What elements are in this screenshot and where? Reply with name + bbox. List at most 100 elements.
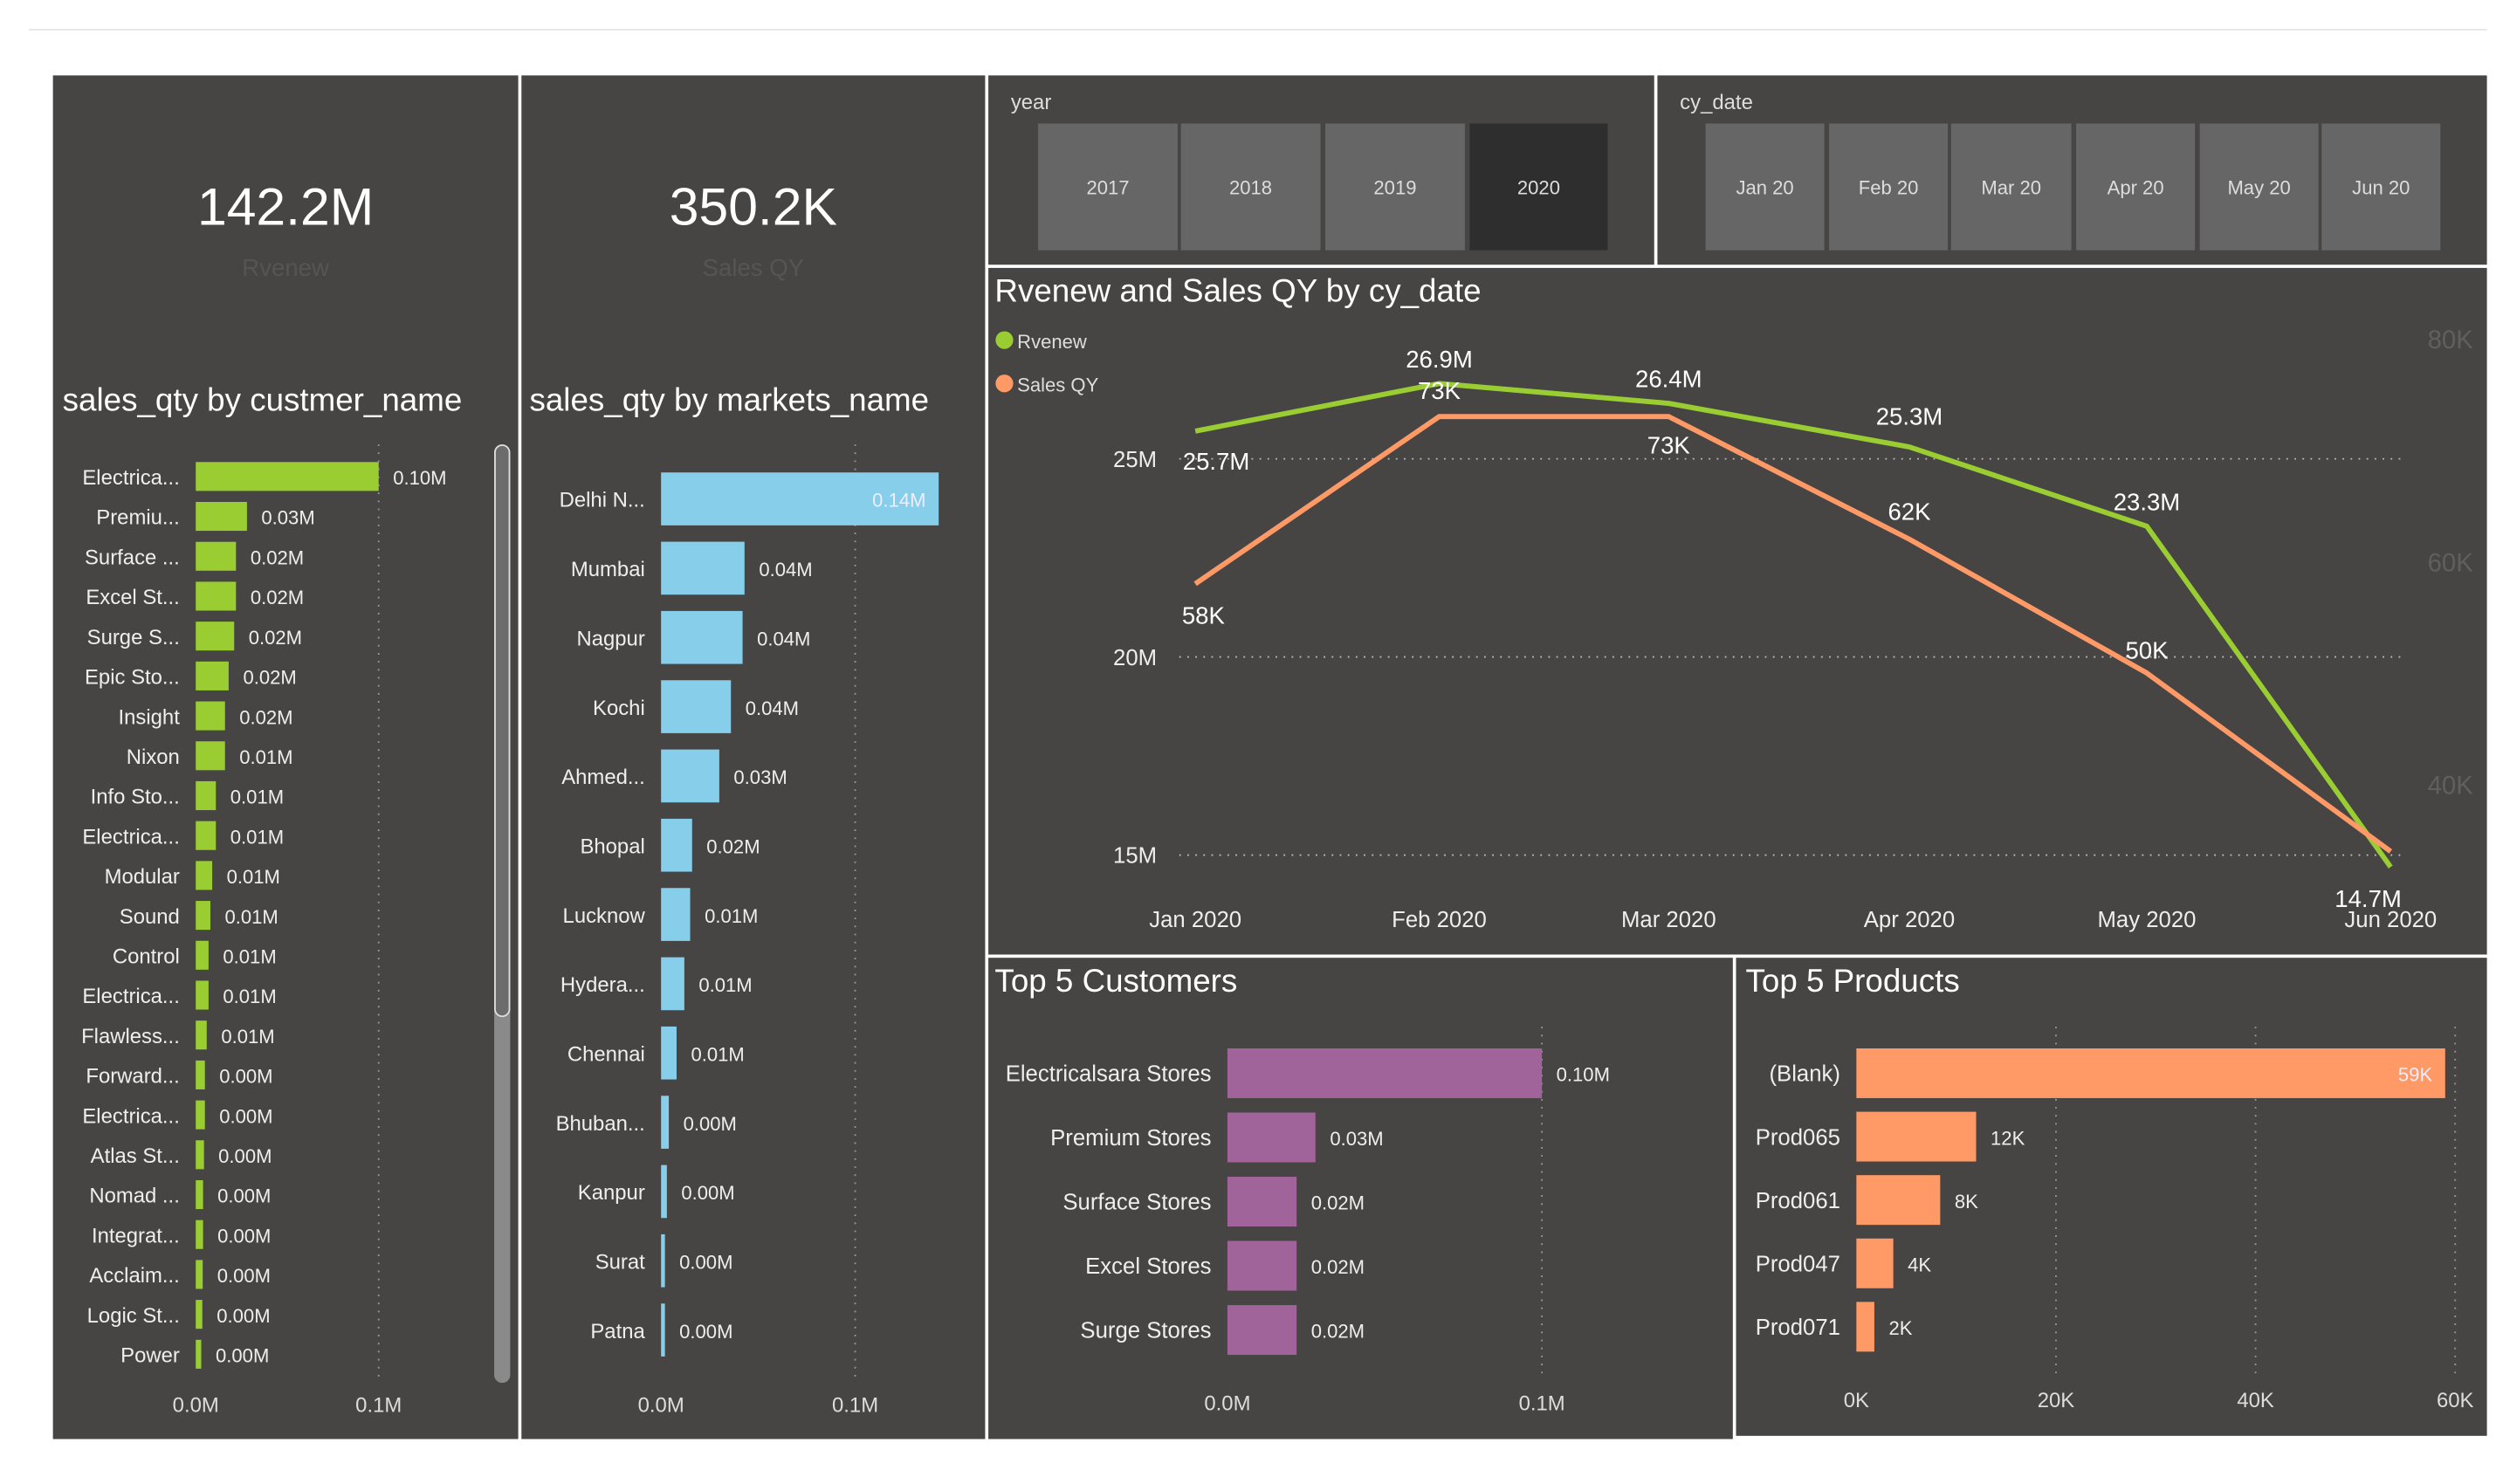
category-label: Electrica... — [82, 466, 179, 490]
category-label: Info Sto... — [91, 786, 180, 809]
bar — [661, 888, 691, 941]
category-label: Surface ... — [85, 546, 180, 569]
data-label: 2K — [1888, 1317, 1912, 1339]
bar — [1227, 1112, 1316, 1163]
x-axis-label: May 2020 — [2097, 908, 2196, 932]
bar — [196, 701, 225, 731]
x-axis-label: Jun 2020 — [2344, 908, 2437, 932]
bar — [1227, 1177, 1297, 1226]
category-label: Lucknow — [563, 904, 646, 928]
data-label: 0.10M — [1557, 1064, 1610, 1086]
data-label: 0.04M — [759, 559, 812, 581]
data-label: 12K — [1991, 1127, 2025, 1149]
bar — [196, 1219, 203, 1249]
data-label: 73K — [1647, 431, 1691, 458]
category-label: Chennai — [567, 1042, 645, 1066]
market-panel: 350.2K Sales QY sales_qty by markets_nam… — [521, 75, 986, 1439]
data-label: 0.02M — [251, 587, 304, 608]
bar — [661, 818, 692, 872]
bar — [661, 749, 719, 803]
bar — [196, 1100, 205, 1130]
category-label: Electrica... — [82, 985, 179, 1008]
category-label: Patna — [590, 1320, 645, 1343]
year-option-2017[interactable]: 2017 — [1038, 123, 1178, 251]
bar — [1856, 1175, 1941, 1226]
scrollbar-thumb[interactable] — [494, 444, 511, 1018]
category-label: Epic Sto... — [85, 666, 180, 690]
category-label: Kanpur — [578, 1181, 645, 1205]
data-label: 26.4M — [1635, 366, 1702, 393]
right-axis-tick: 40K — [2428, 772, 2474, 800]
left-axis-tick: 20M — [1113, 646, 1157, 670]
bar — [196, 1339, 202, 1369]
bar — [196, 501, 247, 532]
bar — [661, 957, 684, 1011]
year-option-2020[interactable]: 2020 — [1469, 123, 1608, 251]
data-label: 4K — [1908, 1254, 1931, 1275]
x-tick-label: 0.1M — [1519, 1391, 1565, 1415]
x-tick-label: 0.1M — [355, 1393, 402, 1417]
bar — [196, 1140, 204, 1170]
category-label: Prod061 — [1756, 1189, 1840, 1213]
date-option-mar[interactable]: Mar 20 — [1950, 123, 2072, 251]
category-label: Electrica... — [82, 1104, 179, 1128]
legend-label: Rvenew — [1017, 331, 1087, 353]
bar — [196, 581, 237, 611]
bar — [1856, 1302, 1874, 1352]
x-tick-label: 60K — [2437, 1389, 2474, 1412]
data-label: 8K — [1955, 1191, 1978, 1213]
bar — [196, 1300, 203, 1329]
x-tick-label: 0.0M — [638, 1393, 684, 1417]
date-option-jun[interactable]: Jun 20 — [2321, 123, 2441, 251]
category-label: Sound — [120, 905, 180, 929]
category-label: Atlas St... — [91, 1144, 180, 1168]
year-option-2018[interactable]: 2018 — [1180, 123, 1321, 251]
bar — [661, 541, 745, 595]
data-label: 0.00M — [681, 1182, 734, 1204]
year-option-2019[interactable]: 2019 — [1325, 123, 1465, 251]
category-label: Nagpur — [576, 627, 644, 650]
category-label: Surat — [595, 1250, 645, 1274]
date-option-feb[interactable]: Feb 20 — [1829, 123, 1949, 251]
year-slicer-title: year — [1010, 89, 1052, 114]
bar — [661, 1165, 667, 1219]
bar — [1227, 1305, 1297, 1356]
data-label: 0.02M — [251, 546, 304, 568]
data-label: 0.02M — [243, 667, 296, 689]
data-label: 25.3M — [1876, 402, 1943, 429]
date-option-may[interactable]: May 20 — [2199, 123, 2319, 251]
bar — [196, 622, 235, 651]
data-label: 0.00M — [217, 1185, 271, 1207]
revenue-kpi-label: Rvenew — [242, 255, 329, 283]
data-label: 0.01M — [691, 1043, 745, 1065]
bar — [196, 741, 225, 771]
bar — [661, 610, 743, 664]
data-label: 59K — [2398, 1064, 2433, 1086]
bar — [196, 1260, 203, 1289]
category-label: Prod065 — [1756, 1125, 1840, 1150]
category-label: Delhi N... — [560, 489, 645, 512]
category-label: Control — [113, 945, 180, 968]
category-label: Prod047 — [1756, 1252, 1840, 1276]
data-label: 0.02M — [239, 706, 292, 728]
series-line-sales-qy — [1193, 414, 2393, 854]
bar — [1856, 1048, 2445, 1098]
category-label: Electrica... — [82, 825, 179, 848]
data-label: 0.01M — [223, 945, 276, 967]
category-label: Premium Stores — [1050, 1126, 1211, 1151]
category-label: Surge S... — [87, 626, 180, 649]
category-label: Electricalsara Stores — [1006, 1062, 1212, 1087]
year-slicer: year 2017 2018 2019 2020 — [988, 75, 1654, 265]
line-chart-title: Rvenew and Sales QY by cy_date — [994, 274, 1482, 310]
data-label: 25.7M — [1183, 448, 1250, 475]
x-axis-label: Mar 2020 — [1621, 908, 1716, 932]
data-label: 50K — [2125, 636, 2169, 663]
x-tick-label: 0.1M — [832, 1393, 878, 1417]
date-option-apr[interactable]: Apr 20 — [2076, 123, 2196, 251]
data-label: 0.01M — [225, 906, 278, 928]
date-option-jan[interactable]: Jan 20 — [1705, 123, 1825, 251]
x-axis-label: Feb 2020 — [1392, 908, 1487, 932]
data-label: 26.9M — [1406, 346, 1473, 373]
top-customers-title: Top 5 Customers — [994, 964, 1238, 1000]
category-label: Nixon — [127, 745, 180, 769]
